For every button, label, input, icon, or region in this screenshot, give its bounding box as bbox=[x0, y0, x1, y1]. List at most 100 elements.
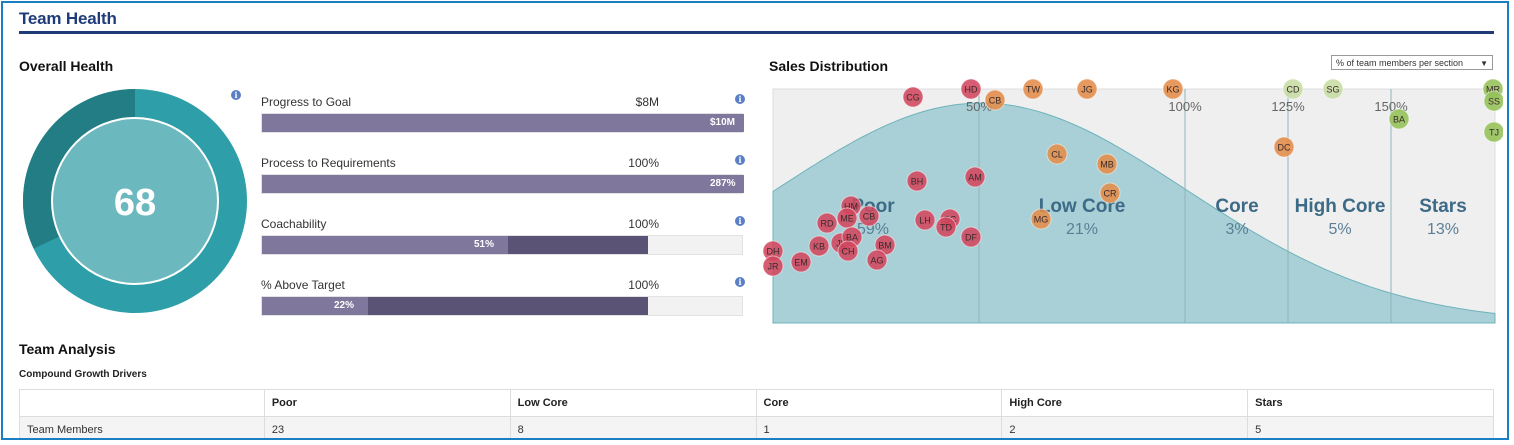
process-to-requirements-fill bbox=[262, 175, 744, 193]
distribution-metric-dropdown[interactable]: % of team members per section ▼ bbox=[1331, 55, 1493, 70]
member-bubble[interactable] bbox=[816, 212, 838, 234]
member-bubble[interactable] bbox=[858, 205, 880, 227]
process-to-requirements-target: 100% bbox=[628, 156, 659, 170]
member-initials: MB bbox=[1100, 160, 1114, 170]
member-bubble[interactable] bbox=[837, 240, 859, 262]
column-header bbox=[19, 389, 265, 417]
column-header: Core bbox=[755, 389, 1003, 417]
member-bubble[interactable] bbox=[808, 235, 830, 257]
health-info-icon[interactable]: i bbox=[231, 90, 241, 100]
member-bubble[interactable] bbox=[1030, 208, 1052, 230]
progress-to-goal-info-icon[interactable]: i bbox=[735, 94, 745, 104]
member-bubble[interactable] bbox=[1483, 90, 1503, 112]
member-bubble[interactable] bbox=[1046, 143, 1068, 165]
member-initials: CL bbox=[1051, 150, 1063, 160]
health-score: 68 bbox=[114, 182, 156, 224]
above-target-info-icon[interactable]: i bbox=[735, 277, 745, 287]
table-cell: 1 bbox=[755, 416, 1003, 438]
table-body: Team Members 23 8 1 2 5 bbox=[19, 416, 1494, 438]
member-bubble[interactable] bbox=[1022, 79, 1044, 100]
coachability-bar: 51% bbox=[261, 235, 743, 255]
member-initials: CB bbox=[863, 212, 876, 222]
section-name: High Core bbox=[1295, 196, 1386, 217]
member-bubble[interactable] bbox=[1388, 108, 1410, 130]
section-percent: 5% bbox=[1328, 221, 1351, 238]
section-name: Core bbox=[1215, 196, 1258, 217]
member-bubble[interactable] bbox=[1483, 121, 1503, 143]
member-bubble[interactable] bbox=[960, 226, 982, 248]
member-bubble[interactable] bbox=[1099, 182, 1121, 204]
coachability-info-icon[interactable]: i bbox=[735, 216, 745, 226]
member-bubble[interactable] bbox=[866, 249, 888, 271]
above-target-remainder bbox=[368, 297, 648, 315]
member-initials: HM bbox=[844, 202, 858, 212]
member-initials: MR bbox=[1486, 85, 1500, 95]
member-bubble[interactable] bbox=[1322, 79, 1344, 100]
member-bubble[interactable] bbox=[1273, 136, 1295, 158]
health-donut: 68 bbox=[22, 89, 247, 313]
sales-distribution-chart: 50%100%125%150%Poor59%Low Core21%Core3%H… bbox=[763, 79, 1503, 324]
chevron-down-icon: ▼ bbox=[1480, 59, 1488, 68]
above-target-target: 100% bbox=[628, 278, 659, 292]
member-initials: TJ bbox=[1489, 128, 1499, 138]
member-bubble[interactable] bbox=[790, 251, 812, 273]
member-initials: CD bbox=[1287, 85, 1300, 95]
overall-health-title: Overall Health bbox=[19, 58, 114, 74]
column-header: Low Core bbox=[509, 389, 757, 417]
sales-distribution-title: Sales Distribution bbox=[769, 58, 889, 74]
team-analysis-subtitle: Compound Growth Drivers bbox=[19, 369, 147, 380]
member-initials: BA bbox=[846, 233, 858, 243]
member-initials: SS bbox=[1488, 97, 1500, 107]
section-percent: 21% bbox=[1066, 221, 1098, 238]
member-initials: MG bbox=[1034, 215, 1049, 225]
member-bubble[interactable] bbox=[964, 166, 986, 188]
member-bubble[interactable] bbox=[906, 170, 928, 192]
dropdown-selected-value: % of team members per section bbox=[1336, 58, 1464, 68]
member-bubble[interactable] bbox=[914, 209, 936, 231]
member-bubble[interactable] bbox=[902, 86, 924, 108]
member-initials: CG bbox=[906, 93, 920, 103]
team-analysis-title: Team Analysis bbox=[19, 341, 116, 357]
member-bubble[interactable] bbox=[1282, 79, 1304, 100]
process-to-requirements-label: Process to Requirements bbox=[261, 156, 396, 170]
member-initials: DH bbox=[767, 247, 780, 257]
member-bubble[interactable] bbox=[984, 89, 1006, 111]
gridline-label: 100% bbox=[1168, 99, 1202, 114]
member-bubble[interactable] bbox=[935, 216, 957, 238]
above-target-label: % Above Target bbox=[261, 278, 345, 292]
member-initials: AM bbox=[968, 173, 982, 183]
progress-to-goal-bar: $10M bbox=[261, 113, 744, 133]
member-initials: TD bbox=[940, 223, 952, 233]
column-header: High Core bbox=[1001, 389, 1249, 417]
distribution-curve bbox=[772, 102, 1496, 324]
team-analysis-table: Poor Low Core Core High Core Stars Team Memb… bbox=[19, 389, 1494, 438]
member-initials: CH bbox=[842, 247, 855, 257]
row-label: Team Members bbox=[19, 416, 265, 438]
section-percent: 3% bbox=[1225, 221, 1248, 238]
section-name: Stars bbox=[1419, 196, 1467, 217]
member-initials: CB bbox=[989, 96, 1002, 106]
member-initials: JR bbox=[768, 262, 780, 272]
title-divider bbox=[19, 31, 1494, 34]
process-to-requirements-info-icon[interactable]: i bbox=[735, 155, 745, 165]
member-initials: BA bbox=[1393, 115, 1405, 125]
above-target-bar: 22% bbox=[261, 296, 743, 316]
process-to-requirements-bar: 287% bbox=[261, 174, 744, 194]
member-initials: LH bbox=[919, 216, 931, 226]
progress-to-goal-fill bbox=[262, 114, 744, 132]
member-bubble[interactable] bbox=[1096, 153, 1118, 175]
member-initials: KG bbox=[1166, 85, 1179, 95]
progress-to-goal-value: $10M bbox=[710, 117, 736, 128]
member-bubble[interactable] bbox=[1162, 79, 1184, 100]
table-header-row: Poor Low Core Core High Core Stars bbox=[19, 389, 1494, 417]
gridline-label: 125% bbox=[1271, 99, 1305, 114]
member-initials: BH bbox=[911, 177, 924, 187]
member-bubble[interactable] bbox=[763, 255, 784, 277]
member-bubble[interactable] bbox=[960, 79, 982, 100]
member-initials: DF bbox=[965, 233, 977, 243]
member-initials: RD bbox=[821, 219, 834, 229]
section-percent: 13% bbox=[1427, 221, 1459, 238]
progress-to-goal-label: Progress to Goal bbox=[261, 95, 352, 109]
member-bubble[interactable] bbox=[1076, 79, 1098, 100]
column-header: Stars bbox=[1247, 389, 1494, 417]
